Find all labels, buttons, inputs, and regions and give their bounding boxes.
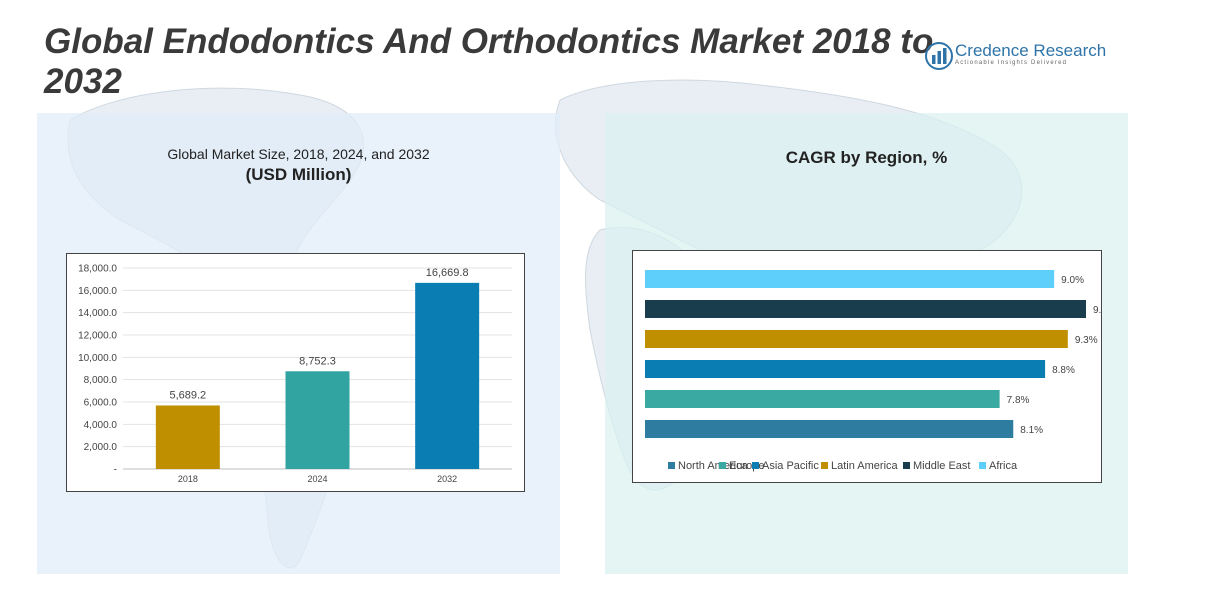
x-tick-label: 2024 xyxy=(307,474,327,484)
data-label: 5,689.2 xyxy=(169,389,206,401)
cagr-chart-frame: 9.0% 9.7% 9.3% 8.8% 7.8% 8.1% North AmericaEur… xyxy=(632,250,1116,483)
bar-asia-pacific xyxy=(645,360,1046,378)
legend-swatch xyxy=(979,462,986,469)
x-tick-label: 2018 xyxy=(178,474,198,484)
y-tick-label: - xyxy=(114,465,117,476)
bar-chart-logo-icon xyxy=(925,42,953,70)
legend-swatch xyxy=(668,462,675,469)
logo-name: Credence Research xyxy=(955,41,1107,60)
bar-africa xyxy=(645,270,1055,288)
bar-2018 xyxy=(155,405,220,469)
bar-latin-america xyxy=(645,330,1068,348)
legend-swatch xyxy=(719,462,726,469)
bar-north-america xyxy=(645,420,1014,438)
bar-europe xyxy=(645,390,1000,408)
y-tick-label: 14,000.0 xyxy=(78,308,117,319)
y-tick-label: 4,000.0 xyxy=(84,420,118,431)
legend-label: Africa xyxy=(989,460,1018,472)
market-size-bar-chart: - 2,000.0 4,000.0 6,000.0 8,000.0 10,000.0 12,… xyxy=(78,264,512,484)
legend-label: Europe xyxy=(729,460,764,472)
y-tick-label: 2,000.0 xyxy=(84,442,118,453)
data-label: 8,752.3 xyxy=(299,355,336,367)
legend-swatch xyxy=(821,462,828,469)
market-size-unit: (USD Million) xyxy=(245,165,352,184)
legend-label: Asia Pacific xyxy=(762,460,819,472)
page-title: Global Endodontics And Orthodontics Mark… xyxy=(44,22,934,101)
y-tick-label: 10,000.0 xyxy=(78,353,117,364)
market-size-subtitle: Global Market Size, 2018, 2024, and 2032 xyxy=(167,146,430,162)
market-size-chart-frame: - 2,000.0 4,000.0 6,000.0 8,000.0 10,000.0 12,… xyxy=(66,253,525,492)
cagr-bar-chart: 9.0% 9.7% 9.3% 8.8% 7.8% 8.1% North AmericaEur… xyxy=(645,270,1116,472)
bar-middle-east xyxy=(645,300,1086,318)
brand-logo: Credence Research Actionable Insights De… xyxy=(925,40,1115,72)
data-label: 9.3% xyxy=(1075,335,1098,346)
bar-2024 xyxy=(285,371,350,469)
legend-swatch xyxy=(903,462,910,469)
x-tick-label: 2032 xyxy=(437,474,457,484)
legend-label: Latin America xyxy=(831,460,899,472)
data-label: 8.1% xyxy=(1020,425,1043,436)
bar-2032 xyxy=(415,282,480,469)
y-tick-label: 8,000.0 xyxy=(84,375,118,386)
legend-swatch xyxy=(752,462,759,469)
logo-tagline: Actionable Insights Delivered xyxy=(955,60,1068,66)
data-label: 8.8% xyxy=(1052,365,1075,376)
legend-label: North America xyxy=(678,460,749,472)
y-tick-label: 12,000.0 xyxy=(78,331,117,342)
data-label: 9.0% xyxy=(1061,275,1084,286)
legend-label: Middle East xyxy=(913,460,970,472)
data-label: 9.7% xyxy=(1093,305,1101,316)
data-label: 16,669.8 xyxy=(426,267,469,279)
y-tick-label: 18,000.0 xyxy=(78,264,117,275)
y-tick-label: 6,000.0 xyxy=(84,398,118,409)
cagr-title: CAGR by Region, % xyxy=(785,148,948,167)
y-tick-label: 16,000.0 xyxy=(78,286,117,297)
data-label: 7.8% xyxy=(1007,395,1030,406)
